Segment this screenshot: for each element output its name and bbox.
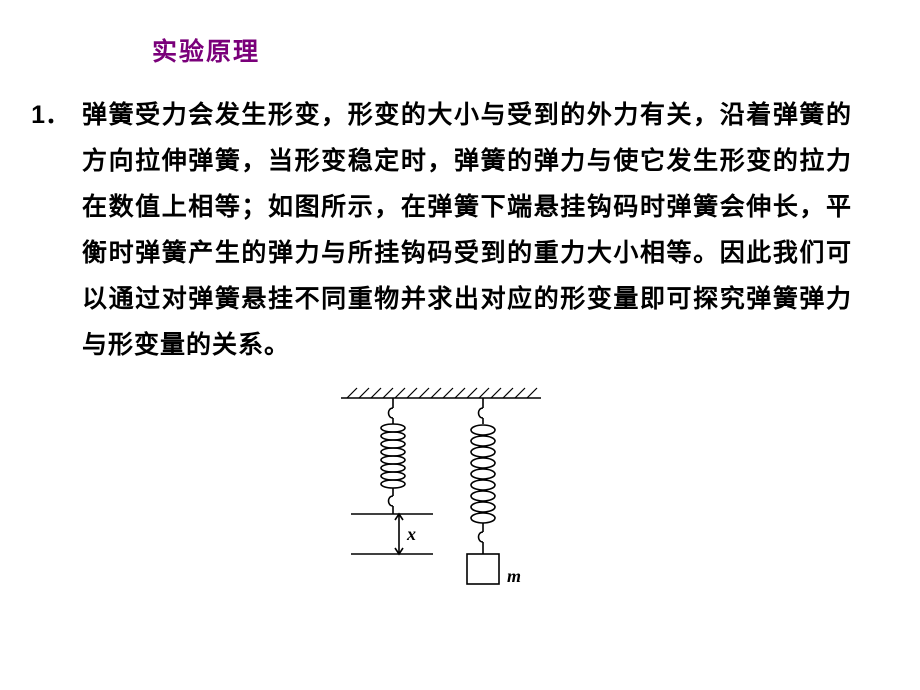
paragraph-text: 弹簧受力会发生形变，形变的大小与受到的外力有关，沿着弹簧的方向拉伸弹簧，当形变稳…: [82, 92, 852, 368]
paragraph-row: 1． 弹簧受力会发生形变，形变的大小与受到的外力有关，沿着弹簧的方向拉伸弹簧，当…: [30, 92, 852, 368]
item-number: 1．: [30, 92, 82, 138]
left-spring: [381, 398, 405, 514]
extension-marks: [351, 514, 433, 554]
label-x: x: [406, 524, 416, 544]
right-spring: [471, 398, 495, 554]
section-heading: 实验原理: [152, 32, 852, 68]
ceiling-hatch: [347, 388, 537, 398]
label-m: m: [507, 566, 521, 586]
spring-diagram: x m: [311, 386, 571, 606]
mass-block: [467, 554, 499, 584]
